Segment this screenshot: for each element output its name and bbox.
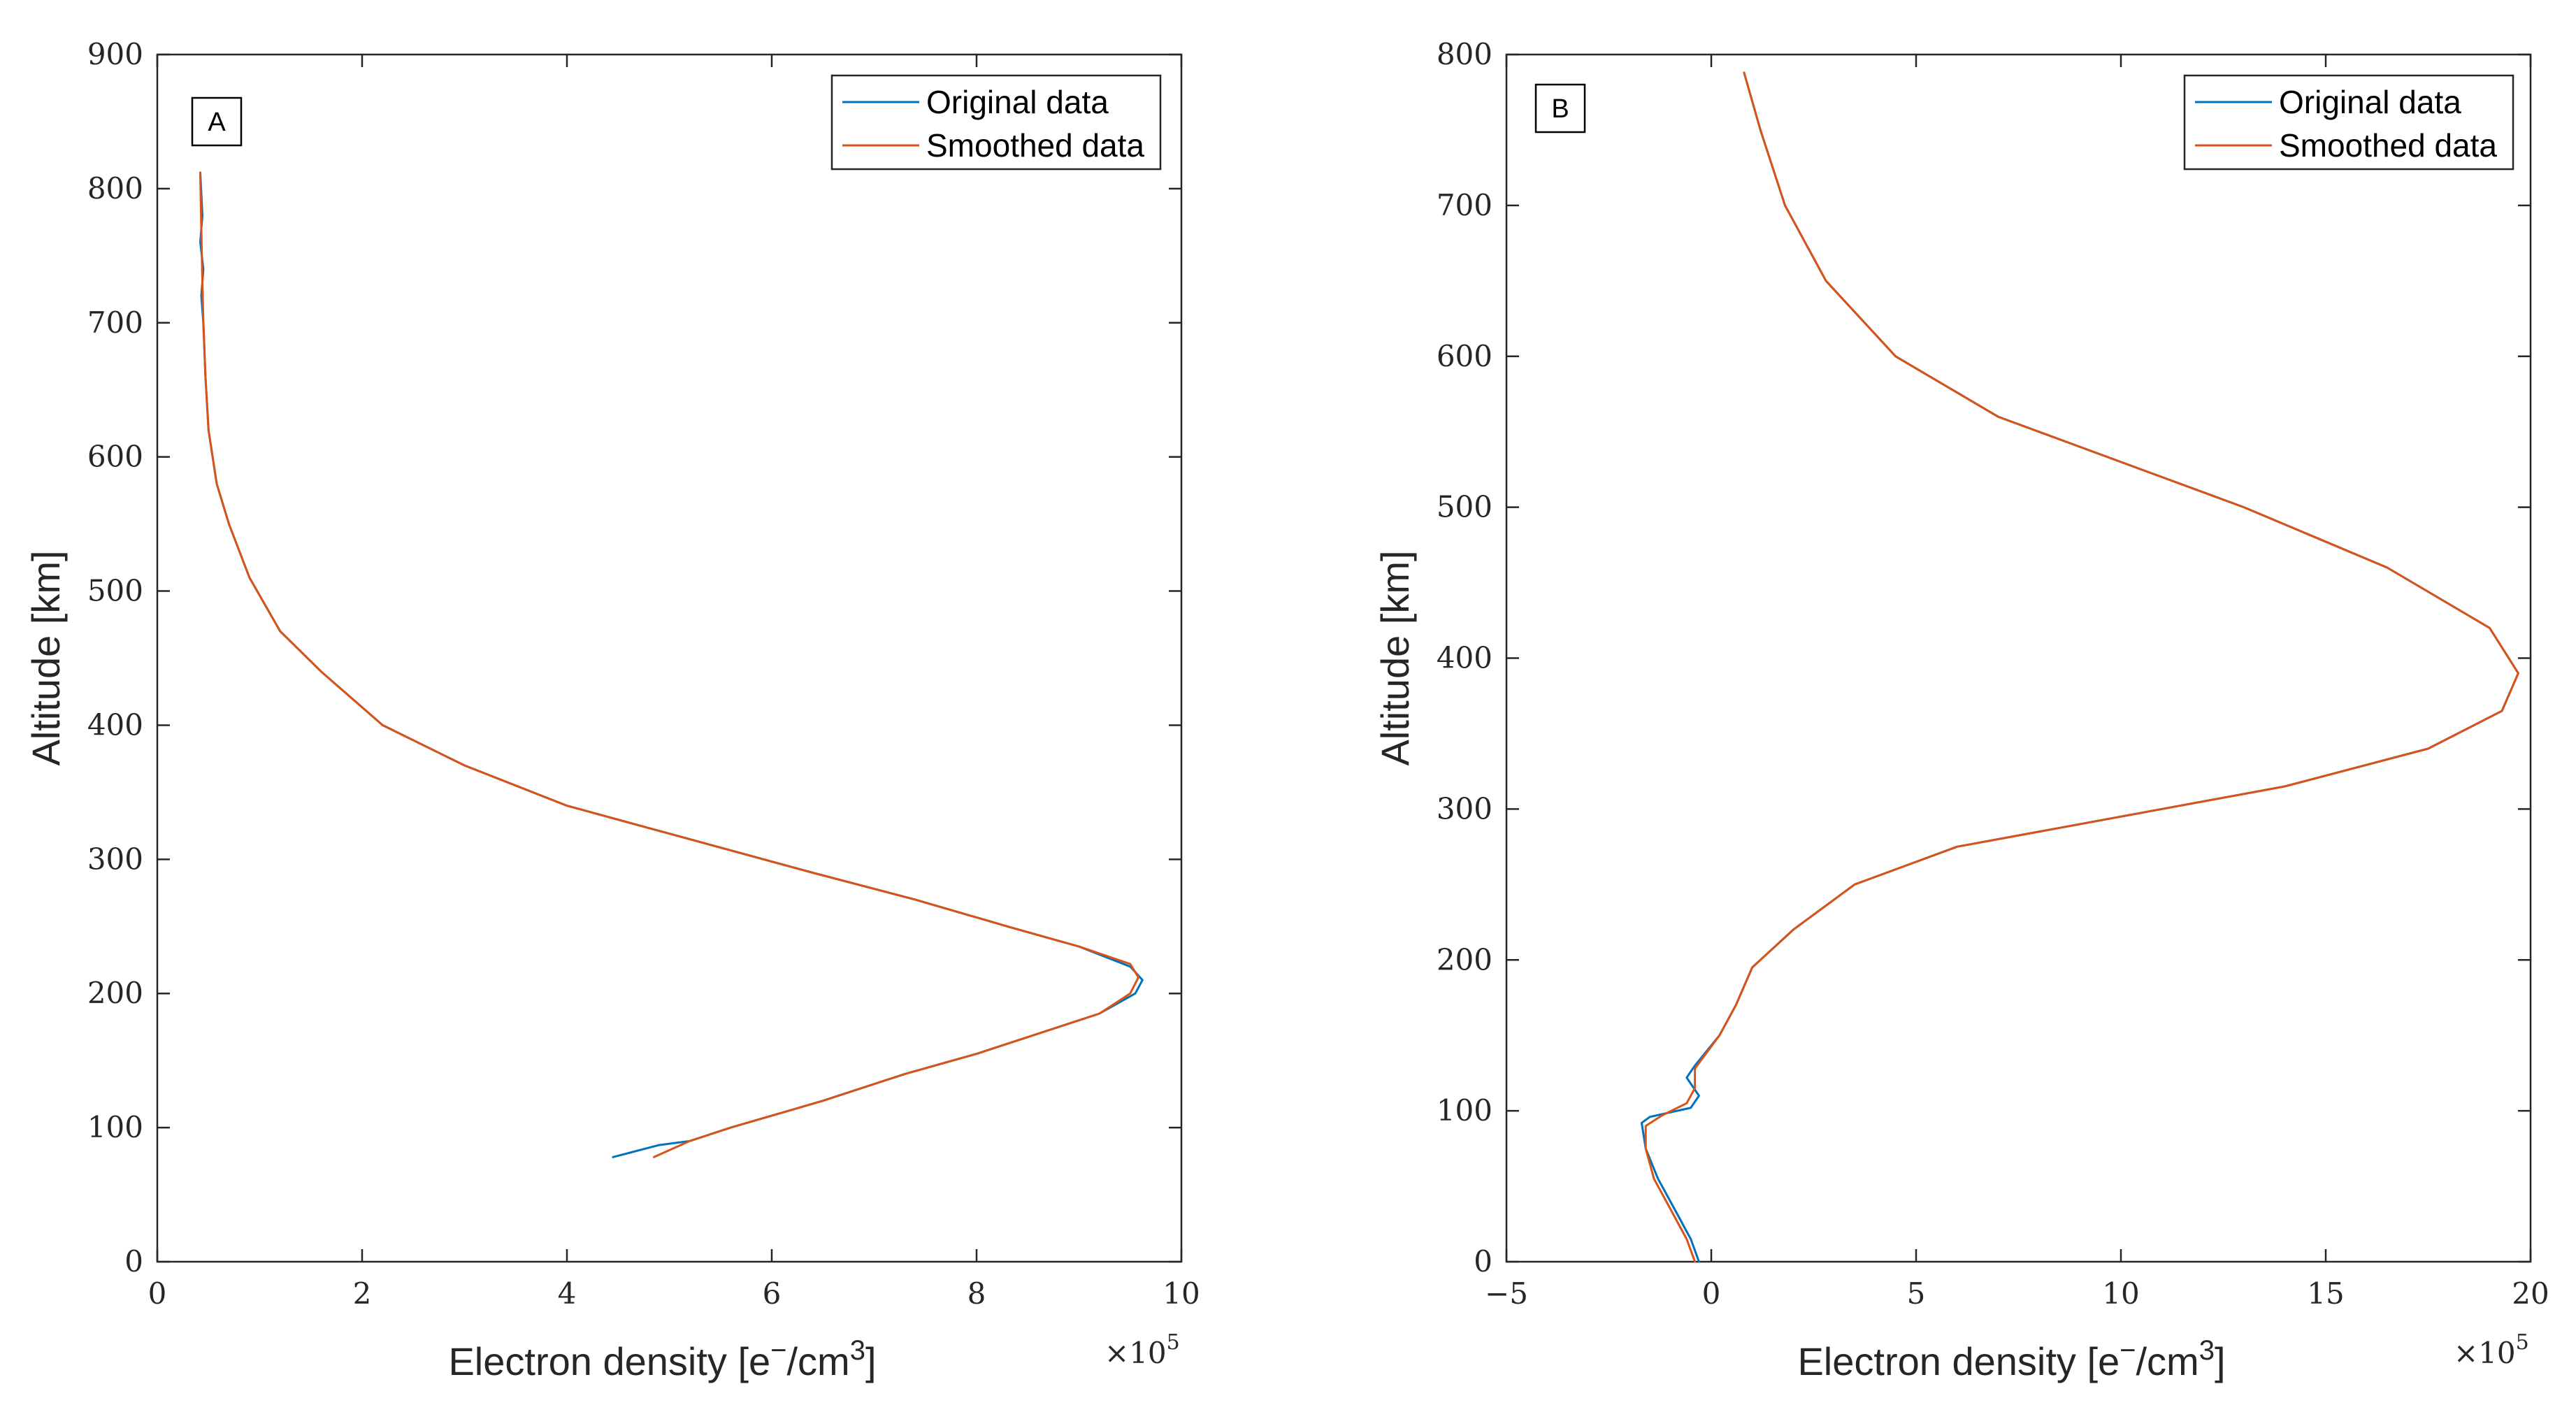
x-axis-label-sup2: 3 [2199,1335,2215,1366]
legend-label-original: Original data [926,84,1109,120]
x-multiplier-exp: 5 [2516,1330,2529,1355]
series-line-smoothed [1644,71,2519,1263]
x-tick-label: 2 [353,1276,372,1311]
y-tick-label: 700 [87,305,143,340]
x-tick-label: 10 [2102,1276,2139,1311]
x-axis-label-mid: /cm [2136,1339,2199,1383]
x-tick-label: 10 [1163,1276,1200,1311]
x-axis-label: Electron density [e−/cm3] [448,1335,876,1383]
chart-panel-a: 0 2 4 6 8 100100200300400500600700800900×105E… [24,37,1200,1383]
legend-box [2183,74,2514,171]
y-tick-label: 200 [87,976,143,1010]
y-tick-label: 600 [1437,339,1492,373]
y-tick-label: 900 [87,37,143,71]
legend-label-smoothed: Smoothed data [2279,127,2497,164]
x-tick-label: 8 [967,1276,986,1311]
y-tick-label: 500 [1437,490,1492,524]
y-tick-label: 800 [87,171,143,206]
x-multiplier-exp: 5 [1167,1330,1180,1355]
x-multiplier: ×105 [2454,1330,2529,1370]
x-tick-label: 0 [148,1276,167,1311]
x-axis-label-mid: /cm [787,1339,850,1383]
y-axis-label: Altitude [km] [24,550,68,765]
x-axis-label: Electron density [e−/cm3] [1797,1335,2225,1383]
panel-letter: A [208,108,226,137]
x-tick-label: 6 [763,1276,782,1311]
legend-label-smoothed: Smoothed data [926,127,1144,164]
axes-box [1505,53,2532,1263]
panel-letter: B [1551,94,1569,124]
y-axis-label: Altitude [km] [1373,550,1417,765]
legend-box [830,74,1162,171]
y-tick-label: 600 [87,440,143,474]
x-multiplier: ×105 [1104,1330,1180,1370]
legend-label-original: Original data [2279,84,2461,120]
chart-panel-b: −5 0 5 10 15 200100200300400500600700800×105E… [1373,37,2549,1383]
x-axis-label-sup: − [770,1335,786,1366]
x-multiplier-base: ×10 [1104,1336,1167,1370]
x-tick-label: 4 [558,1276,577,1311]
x-axis-label-main: Electron density [e [448,1339,770,1383]
x-axis-label-main: Electron density [e [1797,1339,2120,1383]
panel-letter-box [191,96,243,147]
y-tick-label: 700 [1437,188,1492,222]
series-line-smoothed [199,171,1139,1158]
y-tick-label: 300 [87,842,143,876]
y-tick-label: 500 [87,574,143,608]
axes-box [156,53,1183,1263]
x-tick-label: 0 [1702,1276,1721,1311]
x-axis-label-end: ] [865,1339,877,1383]
y-tick-label: 0 [124,1244,143,1278]
y-tick-label: 800 [1437,37,1492,71]
x-tick-label: 15 [2307,1276,2344,1311]
x-tick-label: 5 [1907,1276,1926,1311]
y-tick-label: 100 [1437,1093,1492,1128]
x-tick-label: −5 [1485,1276,1528,1311]
y-tick-label: 200 [1437,942,1492,977]
y-tick-label: 400 [87,707,143,742]
y-tick-label: 100 [87,1110,143,1144]
x-axis-label-sup: − [2120,1335,2136,1366]
panel-letter-box [1534,83,1586,134]
x-tick-label: 20 [2512,1276,2549,1311]
x-multiplier-base: ×10 [2454,1336,2516,1370]
x-axis-label-end: ] [2215,1339,2226,1383]
y-tick-label: 400 [1437,641,1492,675]
y-tick-label: 0 [1474,1244,1492,1278]
x-axis-label-sup2: 3 [850,1335,865,1366]
y-tick-label: 300 [1437,791,1492,826]
